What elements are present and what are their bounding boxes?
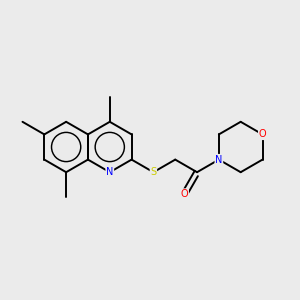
Text: S: S bbox=[150, 167, 157, 177]
Text: O: O bbox=[259, 129, 266, 140]
Text: N: N bbox=[106, 167, 113, 177]
Text: N: N bbox=[215, 154, 223, 165]
Text: O: O bbox=[181, 189, 188, 199]
